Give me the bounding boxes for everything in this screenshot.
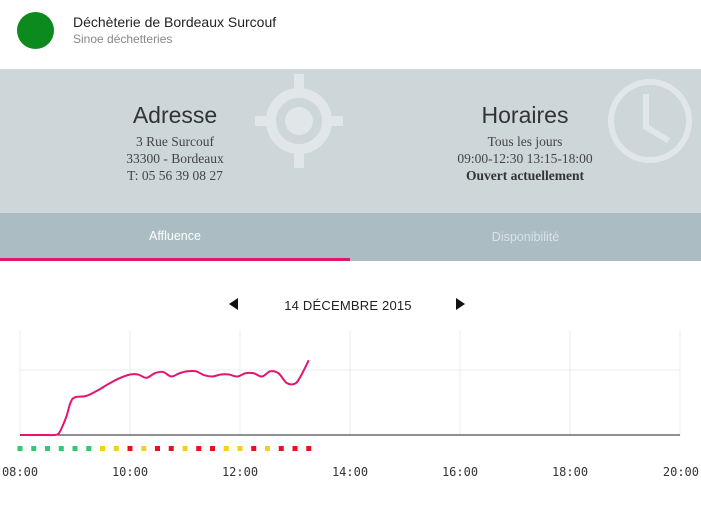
affluence-level-marker: [223, 446, 229, 451]
address-heading: Adresse: [132, 102, 218, 128]
affluence-chart: 08:00 10:00 12:00 14:00 16:00 18:00 20:00: [2, 330, 699, 479]
clock-icon: [608, 79, 692, 163]
previous-day-button[interactable]: [229, 298, 238, 310]
page-title: Déchèterie de Bordeaux Surcouf: [73, 14, 277, 30]
affluence-level-marker: [31, 446, 37, 451]
affluence-level-marker: [265, 446, 270, 451]
affluence-series-line: [20, 359, 310, 437]
hours-block: Horaires Tous les jours 09:00-12:30 13:1…: [350, 69, 700, 213]
affluence-level-marker: [72, 446, 78, 451]
affluence-level-marker: [100, 446, 105, 451]
affluence-level-marker: [17, 446, 23, 451]
x-tick-label: 12:00: [222, 465, 258, 479]
header: Déchèterie de Bordeaux Surcouf Sinoe déc…: [0, 0, 701, 69]
affluence-level-marker: [292, 446, 298, 451]
tab-bar: Affluence Disponibilité: [0, 213, 701, 261]
location-target-icon: [255, 74, 343, 168]
affluence-level-marker: [278, 446, 284, 451]
address-city: 33300 - Bordeaux: [126, 151, 224, 166]
affluence-level-marker: [237, 446, 243, 451]
x-tick-label: 16:00: [442, 465, 478, 479]
next-day-button[interactable]: [456, 298, 465, 310]
x-tick-label: 20:00: [663, 465, 699, 479]
x-tick-label: 08:00: [2, 465, 38, 479]
x-tick-label: 18:00: [552, 465, 588, 479]
affluence-level-marker: [182, 446, 188, 451]
page-subtitle: Sinoe déchetteries: [73, 32, 173, 46]
status-indicator: [17, 12, 54, 49]
affluence-level-marker: [127, 446, 133, 451]
affluence-level-marker: [210, 446, 215, 451]
affluence-level-marker: [86, 446, 92, 451]
affluence-level-marker: [113, 446, 119, 451]
address-block: Adresse 3 Rue Surcouf 33300 - Bordeaux T…: [0, 69, 350, 213]
hours-times: 09:00-12:30 13:15-18:00: [457, 151, 593, 166]
x-tick-label: 14:00: [332, 465, 368, 479]
affluence-level-marker: [58, 446, 64, 451]
affluence-level-marker: [155, 446, 160, 451]
date-navigation: 14 DÉCEMBRE 2015: [0, 290, 701, 320]
tab-disponibilite[interactable]: Disponibilité: [491, 230, 560, 244]
affluence-level-marker: [45, 446, 50, 451]
affluence-level-marker: [168, 446, 174, 451]
hours-heading: Horaires: [481, 102, 569, 128]
affluence-level-marker: [141, 446, 147, 451]
affluence-level-marker: [196, 446, 202, 451]
affluence-level-marker: [306, 446, 312, 451]
open-status: Ouvert actuellement: [465, 168, 585, 183]
address-street: 3 Rue Surcouf: [136, 134, 214, 149]
address-phone: T: 05 56 39 08 27: [127, 168, 223, 183]
info-panel: Adresse 3 Rue Surcouf 33300 - Bordeaux T…: [0, 69, 701, 213]
hours-days: Tous les jours: [487, 134, 563, 149]
x-tick-label: 10:00: [112, 465, 148, 479]
affluence-level-marker: [251, 446, 257, 451]
current-date: 14 DÉCEMBRE 2015: [284, 298, 412, 313]
tab-affluence[interactable]: Affluence: [0, 213, 350, 261]
